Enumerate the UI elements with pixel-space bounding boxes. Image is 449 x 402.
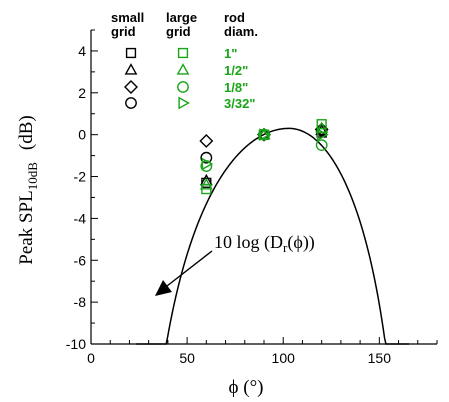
x-axis-title: ϕ (°) xyxy=(228,377,263,398)
data-point xyxy=(317,128,329,142)
legend-marker-large-grid xyxy=(177,81,189,93)
x-tick-label: 0 xyxy=(87,350,95,366)
y-axis-title: Peak SPL10dB(dB) xyxy=(16,115,40,264)
legend-label: 1" xyxy=(224,46,237,61)
y-tick-label: -6 xyxy=(74,252,87,268)
y-tick-label: 2 xyxy=(78,85,86,101)
legend-header: diam. xyxy=(224,24,258,39)
curve-annotation: 10 log (Dr(ϕ)) xyxy=(214,232,315,255)
legend-header: large xyxy=(166,10,197,25)
y-tick-label: 4 xyxy=(78,43,86,59)
y-tick-label: -10 xyxy=(66,336,86,352)
x-tick-label: 150 xyxy=(368,350,392,366)
directivity-curve xyxy=(136,127,410,345)
data-point xyxy=(201,157,214,171)
legend-header: grid xyxy=(166,24,191,39)
legend-marker-large-grid xyxy=(176,63,190,75)
data-point xyxy=(199,133,214,148)
legend-marker-large-grid xyxy=(177,47,189,59)
legend-marker-small-grid xyxy=(125,97,137,109)
data-point xyxy=(316,119,327,130)
legend-marker-large-grid xyxy=(178,96,190,110)
legend-header: rod xyxy=(224,10,245,25)
data-point xyxy=(259,128,271,142)
legend-marker-small-grid xyxy=(124,80,138,94)
legend-header: small xyxy=(111,10,144,25)
annotation-arrow-line xyxy=(166,250,213,287)
data-point xyxy=(257,127,271,140)
y-tick-label: -8 xyxy=(74,294,87,310)
x-tick-label: 100 xyxy=(272,350,296,366)
legend-label: 3/32" xyxy=(224,96,255,111)
legend-label: 1/2" xyxy=(224,63,248,78)
y-tick-label: -2 xyxy=(74,169,87,185)
legend-label: 1/8" xyxy=(224,80,248,95)
x-tick-label: 50 xyxy=(179,350,195,366)
legend-marker-small-grid xyxy=(124,63,138,75)
data-point xyxy=(315,124,328,137)
data-point xyxy=(200,151,213,164)
annotation-arrow-head xyxy=(155,280,172,296)
data-point xyxy=(199,178,213,190)
data-point xyxy=(315,139,328,152)
y-tick-label: -4 xyxy=(74,210,87,226)
legend-header: grid xyxy=(111,24,136,39)
y-tick-label: 0 xyxy=(78,127,86,143)
legend-marker-small-grid xyxy=(125,47,137,59)
